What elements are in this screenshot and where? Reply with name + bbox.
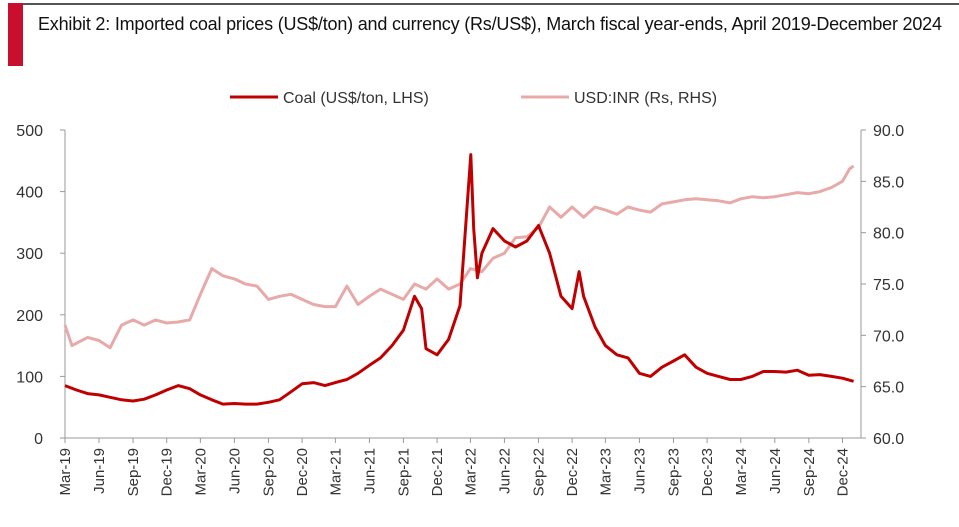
x-tick-label: Dec-19 [159, 448, 176, 496]
y-left-tick-label: 500 [16, 123, 43, 140]
x-tick-label: Sep-22 [530, 448, 547, 496]
y-right-tick-label: 90.0 [873, 123, 904, 140]
x-tick-label: Mar-22 [462, 448, 479, 496]
x-tick-label: Dec-22 [564, 448, 581, 496]
x-tick-label: Mar-20 [192, 448, 209, 496]
legend-label: Coal (US$/ton, LHS) [283, 90, 429, 107]
x-tick-label: Mar-23 [597, 448, 614, 496]
x-tick-label: Jun-24 [767, 448, 784, 494]
y-right-tick-label: 80.0 [873, 226, 904, 243]
series-line-usdinr [63, 164, 855, 350]
legend-label: USD:INR (Rs, RHS) [574, 90, 717, 107]
x-tick-label: Jun-23 [631, 448, 648, 494]
y-right-tick-label: 85.0 [873, 174, 904, 191]
x-tick-label: Mar-19 [57, 448, 74, 496]
x-tick-label: Sep-24 [801, 448, 818, 496]
x-tick-label: Jun-22 [496, 448, 513, 494]
x-tick-label: Jun-21 [361, 448, 378, 494]
y-right-tick-label: 75.0 [873, 277, 904, 294]
x-tick-label: Dec-24 [835, 448, 852, 496]
y-right-tick-label: 65.0 [873, 380, 904, 397]
y-left-tick-label: 400 [16, 185, 43, 202]
chart-title: Exhibit 2: Imported coal prices (US$/ton… [38, 14, 942, 34]
x-tick-label: Dec-21 [429, 448, 446, 496]
y-left-tick-label: 200 [16, 308, 43, 325]
x-tick-label: Mar-21 [327, 448, 344, 496]
header-rule [23, 3, 959, 5]
series-line-coal [64, 153, 855, 406]
accent-bar [8, 3, 23, 66]
x-tick-label: Sep-21 [395, 448, 412, 496]
exhibit-header: Exhibit 2: Imported coal prices (US$/ton… [0, 0, 959, 70]
x-tick-label: Dec-20 [294, 448, 311, 496]
x-tick-label: Sep-19 [125, 448, 142, 496]
x-tick-label: Sep-20 [260, 448, 277, 496]
x-tick-label: Dec-23 [699, 448, 716, 496]
y-right-tick-label: 60.0 [873, 431, 904, 448]
x-tick-label: Mar-24 [733, 448, 750, 496]
x-tick-label: Jun-20 [226, 448, 243, 494]
x-tick-label: Jun-19 [91, 448, 108, 494]
x-tick-label: Sep-23 [665, 448, 682, 496]
y-right-tick-label: 70.0 [873, 328, 904, 345]
y-left-tick-label: 0 [34, 431, 43, 448]
y-left-tick-label: 100 [16, 369, 43, 386]
y-left-tick-label: 300 [16, 246, 43, 263]
